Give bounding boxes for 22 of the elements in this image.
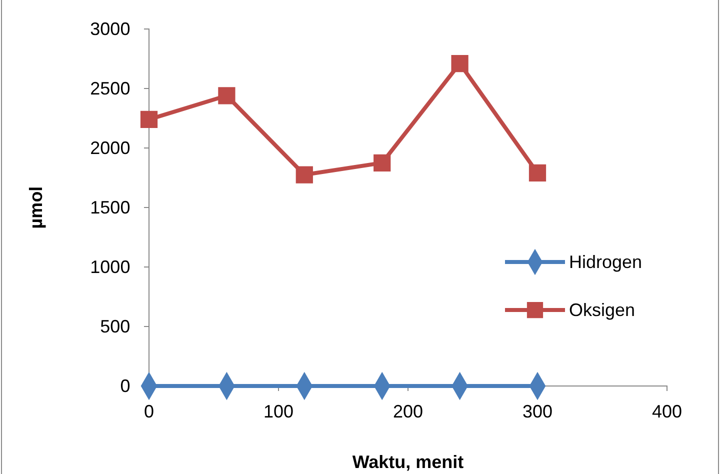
x-tick-label: 200 <box>392 401 424 422</box>
legend-label: Hidrogen <box>569 252 642 272</box>
point <box>140 110 158 128</box>
point <box>296 166 313 184</box>
point <box>528 164 546 182</box>
y-tick-label: 3000 <box>90 18 130 39</box>
legend-label: Oksigen <box>569 300 636 320</box>
x-tick-label: 400 <box>652 401 682 422</box>
y-tick-label: 0 <box>120 376 130 396</box>
x-tick-label: 0 <box>144 401 154 422</box>
point <box>451 54 468 72</box>
point <box>218 87 236 104</box>
y-tick-label: 1000 <box>90 256 130 277</box>
y-tick-label: 2500 <box>90 78 130 98</box>
y-tick-label: 500 <box>100 316 130 336</box>
y-axis-title: µmol <box>26 186 46 229</box>
y-tick-label: 1500 <box>90 197 130 218</box>
y-tick-label: 2000 <box>90 138 130 158</box>
x-tick-label: 300 <box>522 401 553 422</box>
x-tick-label: 100 <box>263 401 294 422</box>
point <box>374 154 391 172</box>
x-axis-title: Waktu, menit <box>352 452 464 472</box>
